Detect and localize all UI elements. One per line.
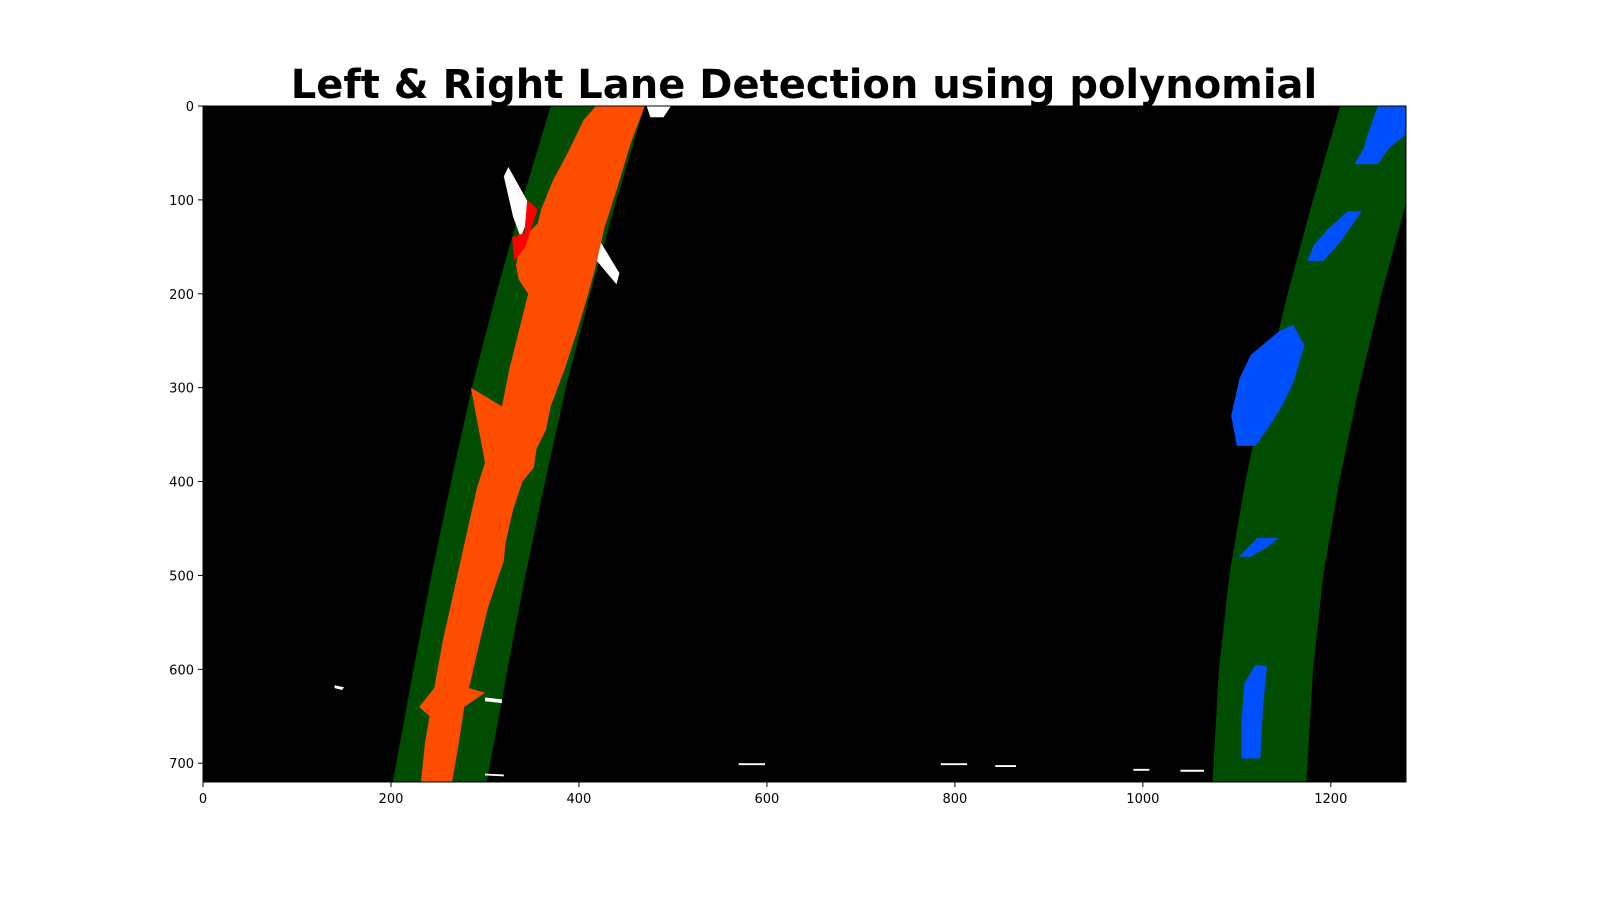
right-lane-pixel-blob (1238, 537, 1280, 557)
right-lane-pixel-blob (1231, 324, 1305, 446)
x-tick-label: 800 (942, 792, 967, 807)
x-tick-label: 400 (567, 792, 592, 807)
other-pixel-mark (485, 697, 502, 704)
other-pixel-mark (485, 773, 504, 777)
axes-frame (202, 105, 1407, 783)
y-tick-label: 700 (169, 757, 194, 772)
x-tick-label: 200 (379, 792, 404, 807)
chart-title: Left & Right Lane Detection using polyno… (291, 62, 1318, 108)
right-lane-pixel-blob (1241, 664, 1267, 759)
other-pixel-mark (334, 685, 344, 690)
other-pixel-mark (593, 237, 620, 285)
plot-area (203, 106, 1406, 782)
other-pixel-mark (995, 765, 1016, 767)
x-tick-label: 0 (199, 792, 207, 807)
y-tick-label: 100 (169, 194, 194, 209)
left-lane-pixels (419, 106, 645, 782)
right-lane-search-window (1212, 106, 1406, 782)
right-lane-pixel-blob (1354, 106, 1406, 165)
other-pixel-mark (646, 106, 671, 118)
image-background (203, 106, 1406, 782)
axes: 0 200 400 600 800 1000 1200 0 100 200 300 400 500 600… (169, 100, 1407, 807)
other-pixel-mark (503, 167, 532, 238)
other-pixel-mark (940, 763, 968, 766)
y-tick-label: 200 (169, 288, 194, 303)
y-tick-label: 0 (186, 100, 194, 115)
other-pixel-mark (1180, 769, 1204, 772)
y-tick-label: 600 (169, 663, 194, 678)
other-pixel-mark (1133, 768, 1150, 771)
x-tick-label: 600 (754, 792, 779, 807)
y-tick-label: 500 (169, 569, 194, 584)
left-lane-outlier-pixels (512, 199, 538, 261)
x-tick-label: 1000 (1126, 792, 1159, 807)
right-lane-pixel-blob (1307, 211, 1362, 261)
other-pixel-mark (738, 763, 765, 766)
y-tick-label: 400 (169, 476, 194, 491)
y-tick-label: 300 (169, 382, 194, 397)
x-tick-label: 1200 (1314, 792, 1347, 807)
